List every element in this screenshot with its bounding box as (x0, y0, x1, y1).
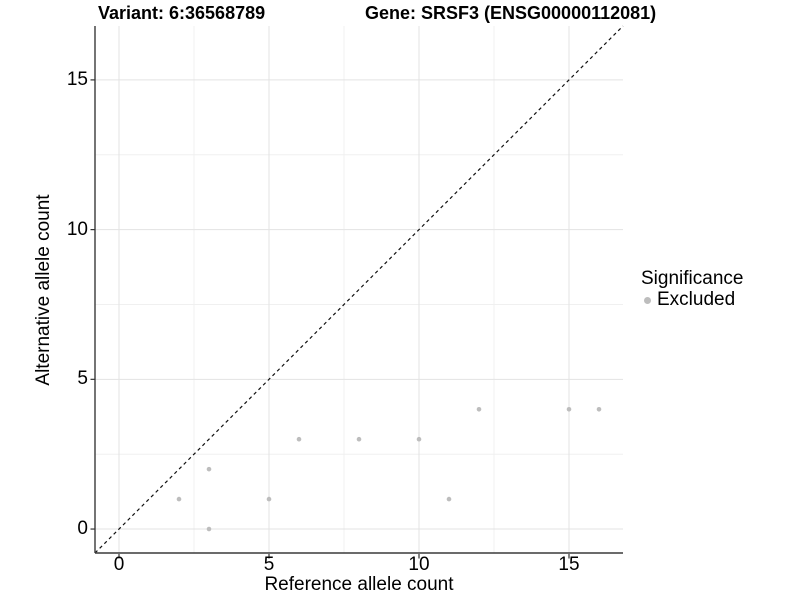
identity-reference-line (94, 25, 624, 554)
data-point (566, 406, 572, 412)
x-axis-title: Reference allele count (264, 574, 454, 595)
y-tick-label: 0 (77, 518, 88, 540)
data-point (266, 496, 272, 502)
data-point (476, 406, 482, 412)
x-tick-label: 5 (263, 554, 275, 575)
excluded-point-icon (644, 296, 651, 304)
data-point (446, 496, 452, 502)
data-point (596, 406, 602, 412)
data-point (416, 436, 422, 442)
data-point (296, 436, 302, 442)
legend-item-excluded: Excluded (641, 290, 743, 310)
data-point (206, 466, 212, 472)
y-tick-label: 5 (77, 368, 88, 390)
data-point (176, 496, 182, 502)
y-tick-label: 15 (66, 68, 88, 90)
plot-title-gene: Gene: SRSF3 (ENSG00000112081) (365, 3, 657, 23)
data-point (206, 526, 212, 532)
x-tick-label: 10 (408, 554, 430, 575)
y-axis-title: Alternative allele count (33, 194, 54, 386)
x-tick-label: 15 (558, 554, 580, 575)
data-point (356, 436, 362, 442)
legend: Significance Excluded (641, 268, 743, 310)
legend-title: Significance (641, 268, 744, 289)
x-tick-label: 0 (113, 554, 125, 575)
plot-title-variant: Variant: 6:36568789 (98, 3, 266, 23)
y-tick-label: 10 (66, 218, 88, 240)
legend-item-label: Excluded (657, 289, 736, 310)
